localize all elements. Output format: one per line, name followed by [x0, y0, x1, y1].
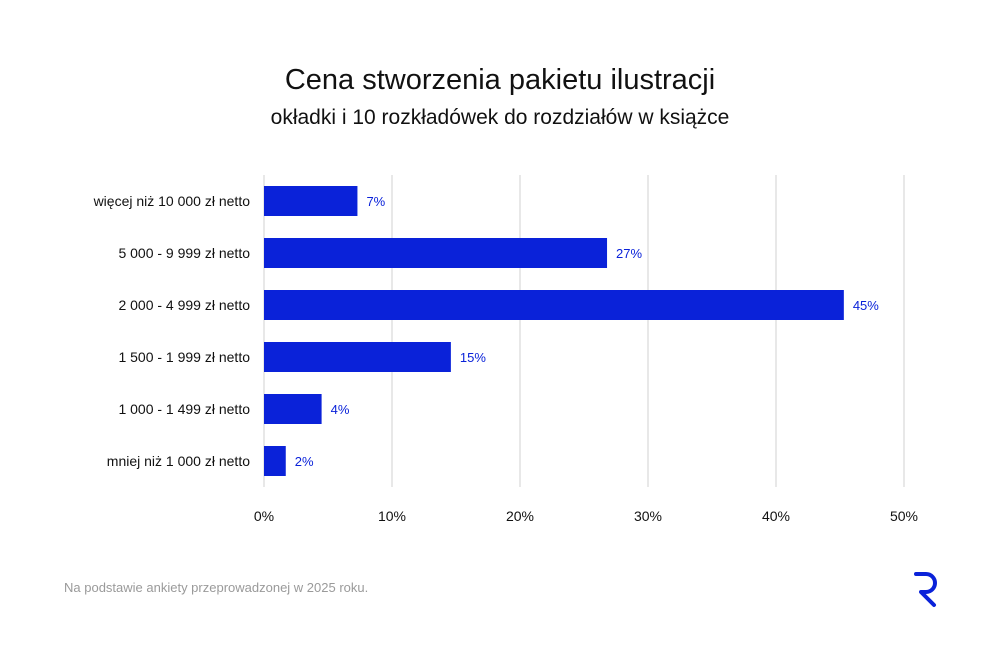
chart-subtitle: okładki i 10 rozkładówek do rozdziałów w…	[270, 106, 730, 129]
category-label: mniej niż 1 000 zł netto	[107, 453, 250, 469]
category-label: 5 000 - 9 999 zł netto	[118, 245, 250, 261]
x-tick-label: 40%	[762, 508, 790, 524]
category-label: więcej niż 10 000 zł netto	[93, 193, 251, 209]
category-label: 1 000 - 1 499 zł netto	[118, 401, 250, 417]
value-label: 45%	[853, 298, 879, 313]
x-tick-label: 0%	[254, 508, 274, 524]
x-tick-label: 50%	[890, 508, 918, 524]
value-label: 4%	[331, 402, 350, 417]
value-label: 7%	[366, 194, 385, 209]
x-tick-label: 20%	[506, 508, 534, 524]
chart-title: Cena stworzenia pakietu ilustracji	[284, 64, 716, 96]
bar	[264, 290, 844, 320]
footnote: Na podstawie ankiety przeprowadzonej w 2…	[64, 580, 369, 595]
bar	[264, 186, 358, 216]
bar	[264, 394, 322, 424]
value-label: 27%	[616, 246, 642, 261]
category-label: 2 000 - 4 999 zł netto	[118, 297, 250, 313]
value-label: 2%	[295, 454, 314, 469]
value-label: 15%	[460, 350, 486, 365]
bar	[264, 342, 451, 372]
bar	[264, 238, 608, 268]
x-tick-label: 30%	[634, 508, 662, 524]
category-label: 1 500 - 1 999 zł netto	[118, 349, 250, 365]
x-tick-label: 10%	[378, 508, 406, 524]
r-brand-logo-icon	[914, 572, 937, 607]
bar	[264, 446, 286, 476]
